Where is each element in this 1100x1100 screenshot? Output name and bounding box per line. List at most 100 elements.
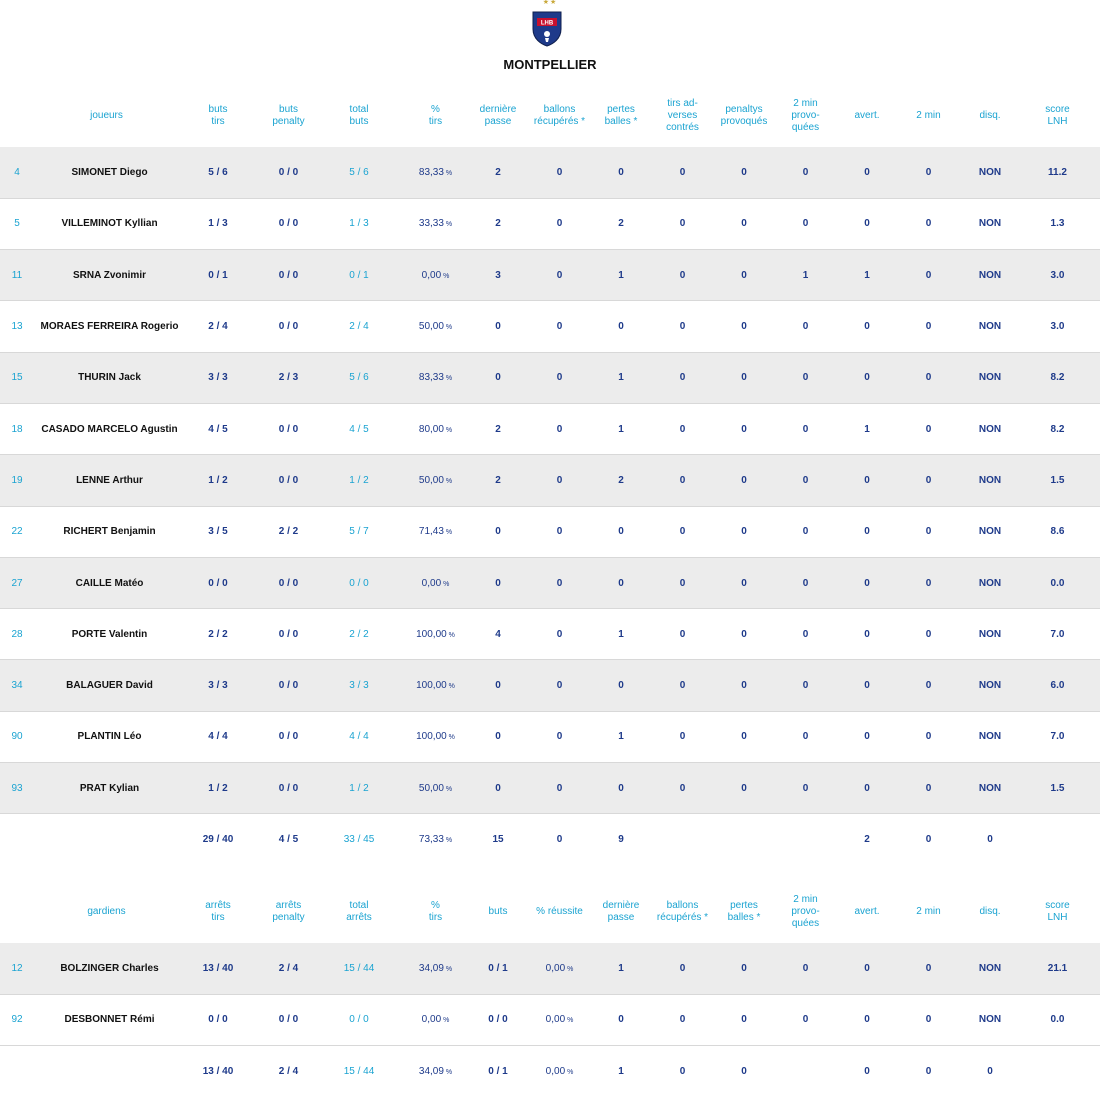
- stat-cell: 0: [925, 782, 932, 794]
- percent-value: 34,09: [418, 962, 444, 974]
- player-name[interactable]: MORAES FERREIRA Rogerio: [40, 321, 179, 333]
- stat-cell: 100,00 %: [398, 609, 473, 660]
- player-name[interactable]: PORTE Valentin: [71, 628, 148, 640]
- stat-cell: 0: [556, 474, 563, 486]
- stat-cell: 2 / 2: [278, 526, 299, 538]
- stat-cell: 0: [741, 321, 747, 333]
- stat-cell: 0 / 0: [278, 218, 299, 230]
- goalkeeper-row[interactable]: 92 DESBONNET Rémi 0 / 0 0 / 0 0 / 0 0,00 % 0 /…: [0, 994, 1100, 1046]
- jersey-number: 11: [11, 269, 23, 281]
- player-row[interactable]: 93 PRAT Kylian 1 / 2 0 / 0 1 / 2 50,00 % 0 0 0 0 0…: [0, 762, 1100, 814]
- total-cell: [769, 814, 842, 865]
- stat-cell: 5 / 6: [349, 372, 369, 384]
- column-header: dernière passe: [479, 104, 517, 127]
- stat-cell: 0: [802, 218, 809, 230]
- stat-cell: 0: [925, 577, 932, 589]
- stat-cell: 0: [741, 423, 747, 435]
- stat-cell: 0: [618, 1014, 624, 1026]
- player-row[interactable]: 27 CAILLE Matéo 0 / 0 0 / 0 0 / 0 0,00 % 0 0 0 0 0…: [0, 557, 1100, 609]
- stat-cell: 2 / 4: [349, 321, 369, 333]
- player-row[interactable]: 13 MORAES FERREIRA Rogerio 2 / 4 0 / 0 2 / 4…: [0, 301, 1100, 353]
- player-name[interactable]: SRNA Zvonimir: [73, 269, 146, 281]
- stat-cell: 0: [802, 782, 809, 794]
- goalkeeper-row[interactable]: 12 BOLZINGER Charles 13 / 40 2 / 4 15 / 44 34…: [0, 943, 1100, 995]
- stat-cell: 0: [741, 782, 747, 794]
- stat-cell: NON: [978, 474, 1002, 486]
- total-cell: 0: [556, 834, 563, 846]
- player-row[interactable]: 34 BALAGUER David 3 / 3 0 / 0 3 / 3 100,00 % 0…: [0, 659, 1100, 712]
- percent-sign: %: [565, 965, 574, 973]
- column-header: avert.: [854, 906, 880, 917]
- stat-cell: 2: [495, 474, 501, 486]
- percent-sign: %: [443, 426, 453, 434]
- player-name[interactable]: VILLEMINOT Kyllian: [61, 218, 158, 230]
- column-header: 2 min provo- quées: [791, 894, 820, 929]
- percent-value: 34,09: [418, 1065, 444, 1077]
- stat-cell: 1: [618, 962, 624, 974]
- player-row[interactable]: 19 LENNE Arthur 1 / 2 0 / 0 1 / 2 50,00 % 2 0 2 0…: [0, 454, 1100, 507]
- total-cell: 0,00 %: [523, 1046, 596, 1097]
- player-row[interactable]: 22 RICHERT Benjamin 3 / 5 2 / 2 5 / 7 71,43 %…: [0, 506, 1100, 558]
- player-row[interactable]: 5 VILLEMINOT Kyllian 1 / 3 0 / 0 1 / 3 33,33 …: [0, 198, 1100, 250]
- player-name[interactable]: CAILLE Matéo: [75, 577, 144, 589]
- stat-cell: 3.0: [1050, 321, 1065, 333]
- player-row[interactable]: 15 THURIN Jack 3 / 3 2 / 3 5 / 6 83,33 % 0 0 1 0 0…: [0, 352, 1100, 404]
- total-cell: 2 / 4: [278, 1065, 299, 1077]
- column-header: % tirs: [428, 104, 443, 127]
- percent-value: 50,00: [418, 321, 444, 333]
- goalkeeper-name[interactable]: DESBONNET Rémi: [64, 1014, 155, 1026]
- stat-cell: 0 / 1: [349, 269, 369, 281]
- player-name[interactable]: LENNE Arthur: [76, 474, 143, 486]
- column-header: arrêts tirs: [205, 900, 231, 923]
- jersey-number: 92: [11, 1014, 23, 1026]
- stat-cell: NON: [978, 423, 1002, 435]
- stat-cell: 1.5: [1050, 474, 1065, 486]
- player-name[interactable]: SIMONET Diego: [71, 166, 148, 178]
- player-name[interactable]: RICHERT Benjamin: [63, 526, 156, 538]
- total-cell: 0: [987, 834, 993, 846]
- player-name[interactable]: CASADO MARCELO Agustin: [41, 423, 178, 435]
- player-name[interactable]: THURIN Jack: [78, 372, 141, 384]
- stat-cell: 0: [741, 526, 747, 538]
- goalkeeper-name[interactable]: BOLZINGER Charles: [60, 962, 159, 974]
- stat-cell: 80,00 %: [398, 403, 473, 454]
- stat-cell: 0: [925, 372, 932, 384]
- stat-cell: 2: [495, 423, 501, 435]
- stat-cell: 0 / 1: [488, 962, 508, 974]
- stat-cell: 0: [556, 423, 563, 435]
- player-name[interactable]: PRAT Kylian: [79, 782, 140, 794]
- players-header-row: joueurs buts tirs buts penalty total buts % …: [0, 85, 1100, 147]
- stat-cell: 2: [495, 166, 501, 178]
- stat-cell: 0: [556, 321, 563, 333]
- stat-cell: 0: [925, 680, 932, 692]
- stat-cell: 83,33 %: [398, 352, 473, 403]
- stat-cell: 5 / 6: [208, 166, 228, 178]
- team-header: ★★ LHB MONTPELLIER: [0, 0, 1100, 80]
- stat-cell: 11.2: [1048, 166, 1067, 178]
- stat-cell: 0: [556, 269, 563, 281]
- percent-value: 0,00: [545, 1065, 566, 1077]
- stat-cell: 0: [925, 321, 932, 333]
- total-cell: 33 / 45: [343, 834, 375, 846]
- percent-sign: %: [446, 683, 455, 691]
- stat-cell: 1: [864, 423, 870, 435]
- stat-cell: 2 / 4: [208, 321, 228, 333]
- column-header: arrêts penalty: [272, 900, 305, 923]
- player-row[interactable]: 18 CASADO MARCELO Agustin 4 / 5 0 / 0 4 / 5 8…: [0, 403, 1100, 455]
- jersey-number: 19: [11, 474, 23, 486]
- stat-cell: 0: [741, 628, 747, 640]
- stat-cell: 3 / 5: [208, 526, 228, 538]
- player-row[interactable]: 4 SIMONET Diego 5 / 6 0 / 0 5 / 6 83,33 % 2 0 0 0…: [0, 147, 1100, 199]
- player-name[interactable]: PLANTIN Léo: [77, 731, 142, 743]
- stat-cell: 0: [556, 526, 563, 538]
- column-header: gardiens: [87, 906, 126, 917]
- column-header: score LNH: [1045, 104, 1070, 127]
- stat-cell: 100,00 %: [398, 711, 473, 762]
- total-cell: 9: [618, 834, 624, 846]
- stat-cell: 5 / 6: [349, 166, 369, 178]
- player-name[interactable]: BALAGUER David: [66, 680, 153, 692]
- stat-cell: 0: [864, 526, 870, 538]
- player-row[interactable]: 28 PORTE Valentin 2 / 2 0 / 0 2 / 2 100,00 % 4…: [0, 609, 1100, 660]
